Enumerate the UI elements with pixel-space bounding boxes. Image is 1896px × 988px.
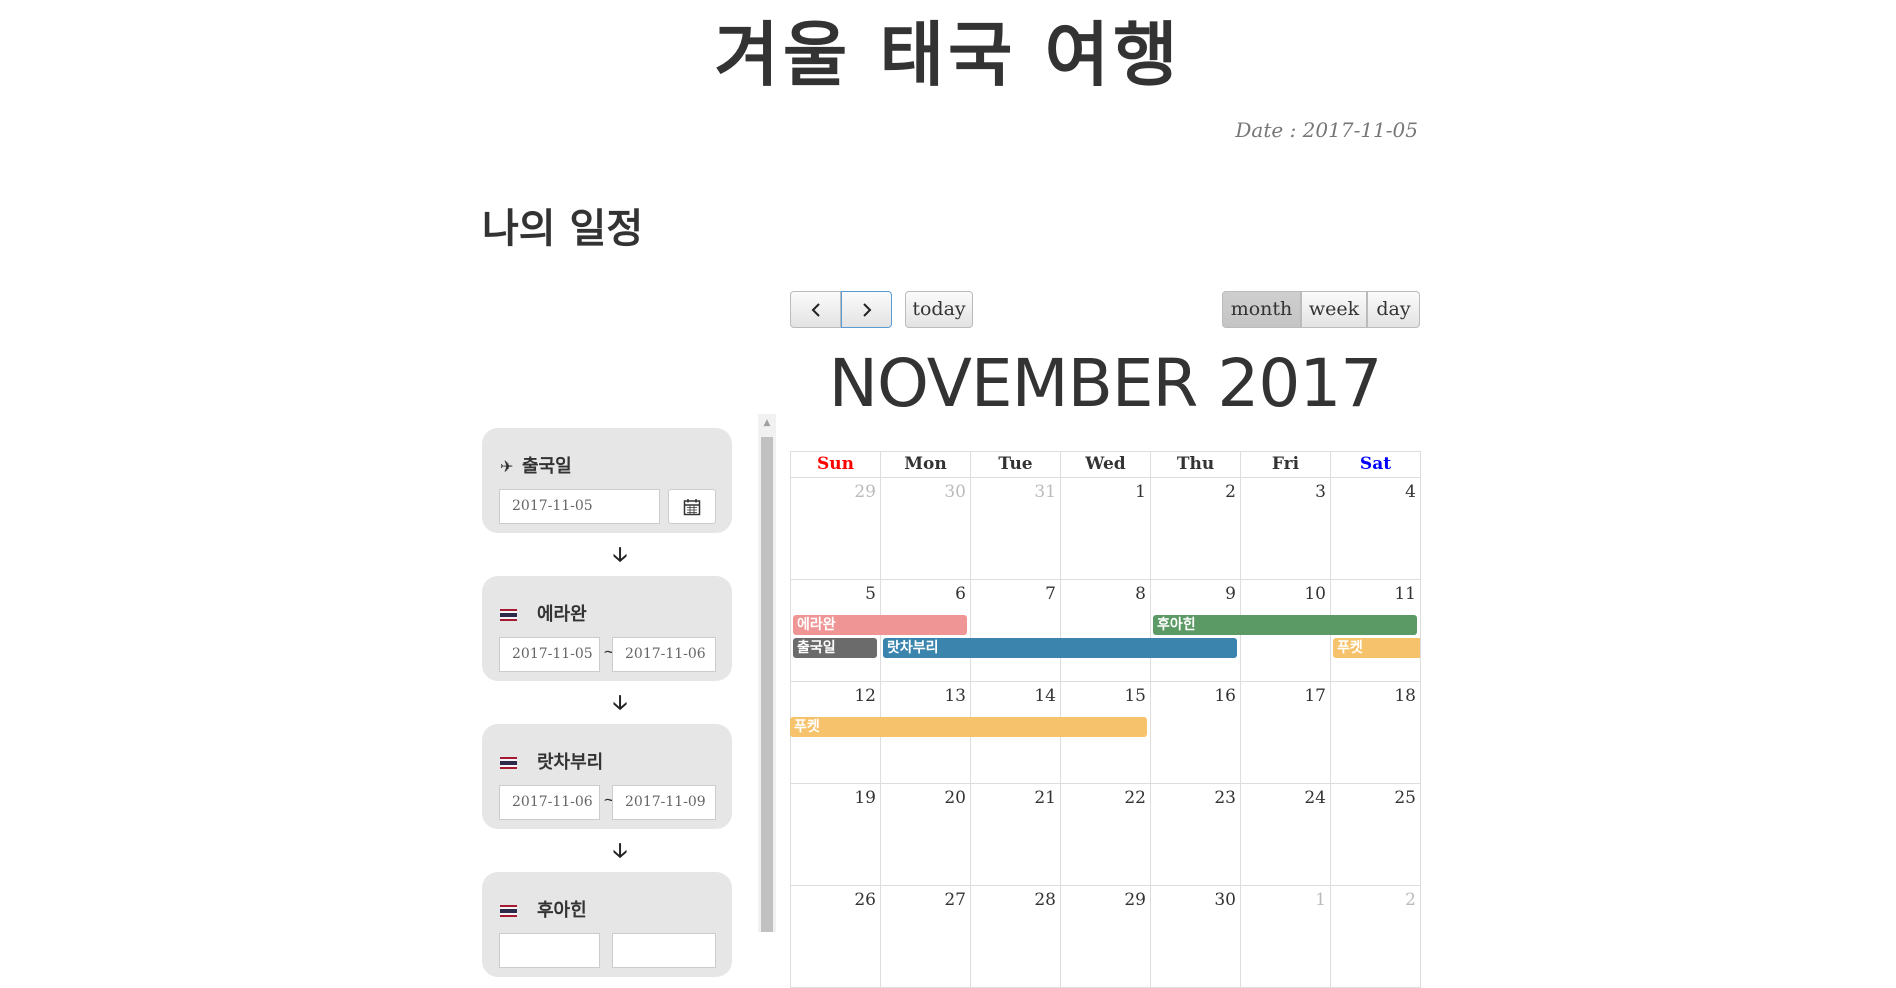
- day-number[interactable]: 30: [944, 482, 966, 502]
- view-month-button[interactable]: month: [1222, 291, 1301, 328]
- weekday-header-tue: Tue: [970, 451, 1061, 478]
- day-number[interactable]: 28: [1034, 890, 1056, 910]
- itinerary-card-erawan: 에라완 2017-11-05 ~ 2017-11-06: [482, 576, 732, 681]
- card-header: 후아힌: [500, 896, 587, 922]
- day-number[interactable]: 14: [1034, 686, 1056, 706]
- day-number[interactable]: 16: [1214, 686, 1236, 706]
- card-header: 랏차부리: [500, 748, 603, 774]
- day-number[interactable]: 4: [1405, 482, 1416, 502]
- day-number[interactable]: 11: [1394, 584, 1416, 604]
- calendar-icon-button[interactable]: [668, 489, 716, 524]
- next-month-button[interactable]: [841, 291, 892, 328]
- day-number[interactable]: 2: [1405, 890, 1416, 910]
- chevron-right-icon: [862, 303, 871, 317]
- view-week-button[interactable]: week: [1301, 291, 1367, 328]
- day-number[interactable]: 8: [1135, 584, 1146, 604]
- scrollbar-thumb[interactable]: [761, 437, 773, 932]
- thailand-flag-icon: [500, 757, 517, 769]
- weekday-header-mon: Mon: [880, 451, 971, 478]
- day-number[interactable]: 13: [944, 686, 966, 706]
- calendar-title: NOVEMBER 2017: [828, 345, 1383, 422]
- day-number[interactable]: 22: [1124, 788, 1146, 808]
- thailand-flag-icon: [500, 609, 517, 621]
- end-date-field[interactable]: 2017-11-09: [612, 785, 716, 820]
- card-header: 에라완: [500, 600, 587, 626]
- arrow-down-icon: 🡣: [612, 838, 628, 862]
- calendar-event[interactable]: 후아힌: [1153, 615, 1417, 635]
- card-title: 에라완: [537, 604, 587, 625]
- weekday-header-fri: Fri: [1240, 451, 1331, 478]
- page-title: 겨울 태국 여행: [714, 14, 1182, 96]
- day-number[interactable]: 17: [1304, 686, 1326, 706]
- day-number[interactable]: 26: [854, 890, 876, 910]
- plane-icon: ✈: [500, 457, 514, 476]
- itinerary-card-ratchaburi: 랏차부리 2017-11-06 ~ 2017-11-09: [482, 724, 732, 829]
- day-number[interactable]: 29: [1124, 890, 1146, 910]
- calendar-icon: [683, 499, 701, 516]
- calendar-event[interactable]: 출국일: [793, 638, 877, 658]
- weekday-header-wed: Wed: [1060, 451, 1151, 478]
- itinerary-card-huahin: 후아힌: [482, 872, 732, 977]
- day-number[interactable]: 29: [854, 482, 876, 502]
- day-number[interactable]: 18: [1394, 686, 1416, 706]
- departure-date-field[interactable]: 2017-11-05: [499, 489, 660, 524]
- day-number[interactable]: 1: [1315, 890, 1326, 910]
- calendar-event[interactable]: 푸켓: [1333, 638, 1420, 658]
- weekday-header-thu: Thu: [1150, 451, 1241, 478]
- calendar-event[interactable]: 에라완: [793, 615, 967, 635]
- day-number[interactable]: 6: [955, 584, 966, 604]
- card-title: 랏차부리: [537, 752, 604, 773]
- arrow-down-icon: 🡣: [612, 542, 628, 566]
- itinerary-card-departure: ✈ 출국일 2017-11-05: [482, 428, 732, 533]
- day-number[interactable]: 24: [1304, 788, 1326, 808]
- start-date-field[interactable]: 2017-11-06: [499, 785, 600, 820]
- day-number[interactable]: 12: [854, 686, 876, 706]
- day-number[interactable]: 1: [1135, 482, 1146, 502]
- today-button[interactable]: today: [905, 291, 973, 328]
- arrow-down-icon: 🡣: [612, 690, 628, 714]
- day-number[interactable]: 10: [1304, 584, 1326, 604]
- start-date-field[interactable]: [499, 933, 600, 968]
- start-date-field[interactable]: 2017-11-05: [499, 637, 600, 672]
- day-number[interactable]: 23: [1214, 788, 1236, 808]
- calendar-event[interactable]: 푸켓: [790, 717, 1147, 737]
- end-date-field[interactable]: 2017-11-06: [612, 637, 716, 672]
- card-title: 후아힌: [537, 900, 587, 921]
- day-number[interactable]: 15: [1124, 686, 1146, 706]
- day-number[interactable]: 3: [1315, 482, 1326, 502]
- end-date-field[interactable]: [612, 933, 716, 968]
- day-number[interactable]: 20: [944, 788, 966, 808]
- weekday-header-sat: Sat: [1330, 451, 1421, 478]
- card-header: ✈ 출국일: [500, 452, 572, 478]
- day-number[interactable]: 19: [854, 788, 876, 808]
- scroll-up-arrow-icon[interactable]: ▲: [763, 418, 771, 428]
- day-number[interactable]: 5: [865, 584, 876, 604]
- day-number[interactable]: 7: [1045, 584, 1056, 604]
- calendar-event[interactable]: 랏차부리: [883, 638, 1237, 658]
- date-label: Date : 2017-11-05: [1235, 118, 1418, 142]
- card-title: 출국일: [522, 456, 572, 477]
- day-number[interactable]: 25: [1394, 788, 1416, 808]
- thailand-flag-icon: [500, 905, 517, 917]
- day-number[interactable]: 31: [1034, 482, 1056, 502]
- section-title: 나의 일정: [482, 206, 644, 252]
- day-number[interactable]: 21: [1034, 788, 1056, 808]
- view-day-button[interactable]: day: [1367, 291, 1420, 328]
- day-number[interactable]: 2: [1225, 482, 1236, 502]
- day-number[interactable]: 27: [944, 890, 966, 910]
- prev-month-button[interactable]: [790, 291, 841, 328]
- chevron-left-icon: [811, 303, 820, 317]
- day-number[interactable]: 9: [1225, 584, 1236, 604]
- weekday-header-sun: Sun: [790, 451, 881, 478]
- day-number[interactable]: 30: [1214, 890, 1236, 910]
